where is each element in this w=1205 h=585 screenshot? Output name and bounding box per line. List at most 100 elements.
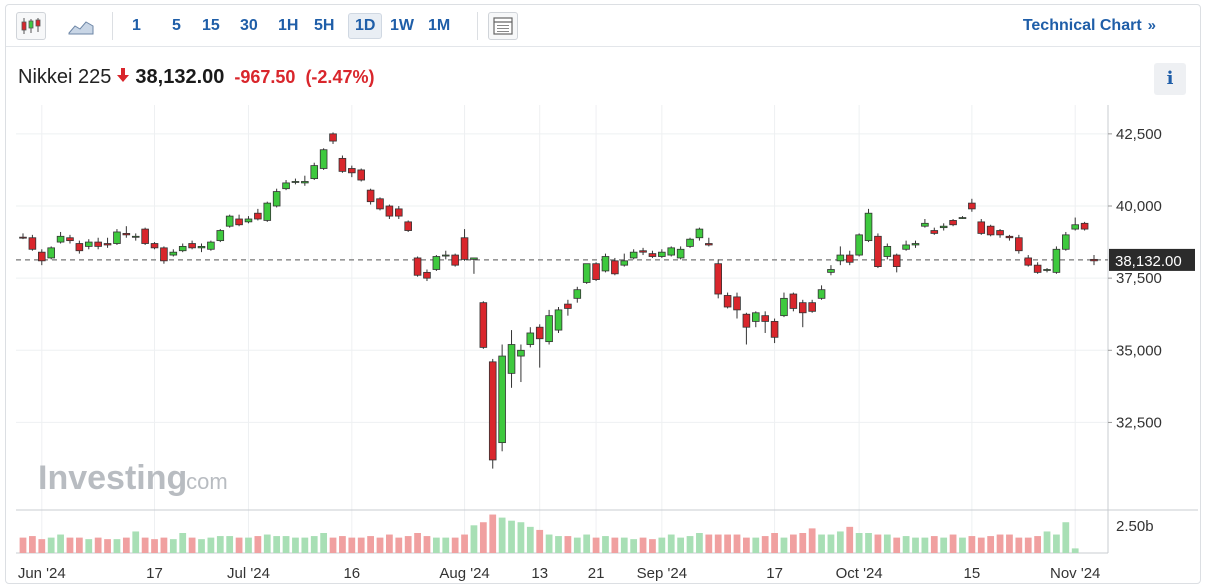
volume-bar — [508, 520, 515, 553]
investing-watermark: Investing — [38, 459, 187, 497]
volume-bar — [771, 533, 778, 553]
candle-body — [56, 235, 65, 243]
candle-body — [272, 191, 281, 207]
candle-body — [75, 243, 84, 252]
volume-bar — [273, 536, 281, 553]
candle-body — [291, 181, 300, 183]
candle-body — [282, 182, 290, 190]
candle-body — [131, 235, 140, 238]
y-tick-label: 32,500 — [1116, 414, 1162, 431]
timeframe-30[interactable]: 30 — [240, 17, 258, 34]
candle-body — [667, 247, 676, 256]
volume-bar — [649, 539, 656, 553]
volume-bar — [1062, 522, 1070, 553]
candle-body — [357, 169, 365, 181]
volume-bar — [282, 536, 290, 553]
instrument-name: Nikkei 225 — [18, 65, 112, 88]
volume-bar — [470, 525, 478, 553]
volume-bar — [1053, 534, 1060, 553]
candle-body — [498, 355, 506, 444]
timeframe-1h[interactable]: 1H — [278, 17, 299, 34]
timeframe-5h[interactable]: 5H — [314, 17, 335, 34]
timeframe-1w[interactable]: 1W — [390, 17, 414, 34]
timeframe-15[interactable]: 15 — [202, 17, 220, 34]
candle-body — [629, 251, 638, 259]
volume-bar — [395, 537, 403, 553]
candle-body — [488, 361, 497, 461]
candle-body — [761, 315, 769, 322]
candlestick-icon[interactable] — [16, 12, 46, 40]
candle-body — [470, 257, 478, 260]
candle-body — [254, 212, 262, 220]
price-change: -967.50 — [234, 66, 296, 87]
candle-body — [639, 250, 647, 253]
candle-body — [827, 269, 835, 273]
candle-body — [141, 228, 149, 244]
toolbar-separator — [477, 12, 478, 40]
quote-header: Nikkei 225 38,132.00 -967.50 (-2.47%) — [18, 63, 374, 91]
x-tick-label: 16 — [343, 565, 360, 582]
down-arrow-icon — [117, 67, 130, 87]
candle-body — [1062, 234, 1070, 250]
volume-bar — [564, 536, 572, 553]
candle-body — [235, 218, 243, 226]
volume-bar — [94, 537, 102, 553]
candle-body — [798, 302, 807, 314]
volume-bar — [752, 537, 760, 553]
timeframe-1[interactable]: 1 — [132, 17, 141, 34]
x-tick-label: Sep '24 — [637, 565, 687, 582]
technical-chart-label: Technical Chart — [1022, 17, 1142, 34]
candle-body — [836, 254, 845, 262]
candle-body — [742, 313, 751, 328]
y-tick-label: 42,500 — [1116, 126, 1162, 143]
candle-body — [1024, 257, 1033, 266]
candle-body — [573, 289, 582, 299]
timeframe-1d[interactable]: 1D — [348, 13, 383, 39]
volume-bar — [667, 534, 675, 553]
volume-bar — [451, 537, 459, 553]
volume-bar — [883, 534, 891, 553]
candle-body — [423, 271, 431, 279]
candle-body — [911, 243, 920, 246]
volume-bar — [902, 536, 910, 553]
volume-bar — [705, 534, 713, 553]
candle-body — [385, 205, 394, 217]
volume-bar — [160, 537, 168, 553]
y-tick-label: 35,000 — [1116, 342, 1162, 359]
volume-bar — [329, 537, 337, 553]
candle-body — [301, 181, 309, 184]
candle-body — [883, 245, 892, 257]
volume-bar — [696, 533, 703, 553]
candle-body — [460, 237, 469, 260]
timeframe-5[interactable]: 5 — [172, 17, 181, 34]
volume-bar — [169, 539, 177, 553]
candle-body — [225, 215, 234, 227]
candle-body — [263, 202, 272, 221]
volume-bar — [386, 534, 393, 553]
volume-bar — [207, 537, 215, 553]
table-view-icon[interactable] — [488, 12, 518, 40]
info-button[interactable]: i — [1154, 63, 1186, 95]
volume-bar — [761, 536, 769, 553]
x-tick-label: 13 — [531, 565, 548, 582]
volume-bar — [968, 536, 976, 553]
volume-bar — [658, 537, 666, 553]
volume-bar — [573, 537, 581, 553]
candle-body — [178, 245, 187, 252]
x-tick-label: Jun '24 — [18, 565, 66, 582]
volume-bar — [339, 536, 346, 553]
volume-bar — [47, 537, 55, 553]
candle-body — [949, 220, 957, 226]
candle-body — [197, 245, 206, 249]
area-chart-icon[interactable] — [66, 12, 96, 40]
timeframe-1m[interactable]: 1M — [428, 17, 451, 34]
technical-chart-link[interactable]: Technical Chart » — [1023, 17, 1156, 35]
candle-body — [986, 225, 995, 236]
x-tick-label: Jul '24 — [227, 565, 270, 582]
volume-bar — [57, 534, 64, 553]
candle-body — [479, 302, 488, 348]
y-tick-label: 40,000 — [1116, 198, 1162, 215]
candle-body — [122, 233, 131, 236]
volume-bar — [85, 539, 93, 553]
candle-body — [845, 254, 854, 263]
